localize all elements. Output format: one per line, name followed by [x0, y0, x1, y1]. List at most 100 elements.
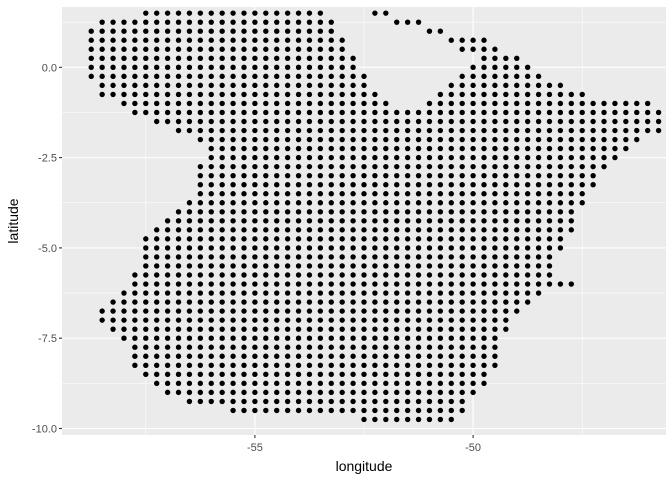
data-point	[579, 163, 585, 170]
data-point	[284, 407, 291, 414]
data-point	[219, 299, 225, 305]
data-point	[481, 127, 487, 134]
data-point	[317, 290, 324, 296]
data-point	[437, 28, 444, 34]
data-point	[503, 191, 509, 197]
data-point	[164, 362, 171, 368]
data-point	[274, 37, 280, 43]
data-point	[394, 371, 400, 378]
data-point	[361, 416, 367, 423]
data-point	[481, 272, 487, 278]
data-point	[415, 344, 422, 350]
data-point	[426, 245, 433, 251]
data-point	[546, 109, 553, 116]
data-point	[503, 100, 509, 107]
data-point	[274, 353, 280, 359]
data-point	[437, 263, 444, 269]
data-point	[415, 136, 422, 143]
data-point	[524, 191, 531, 197]
data-point	[524, 245, 531, 251]
data-point	[274, 218, 280, 224]
data-point	[154, 100, 160, 107]
data-point	[470, 109, 476, 116]
data-point	[252, 191, 258, 197]
data-point	[295, 335, 302, 341]
data-point	[459, 398, 465, 405]
data-point	[394, 353, 400, 359]
data-point	[655, 127, 662, 134]
data-point	[317, 281, 324, 287]
data-point	[524, 227, 531, 233]
data-point	[350, 64, 356, 71]
data-point	[514, 91, 520, 98]
data-point	[361, 407, 367, 414]
data-point	[524, 200, 531, 206]
data-point	[317, 37, 324, 43]
data-point	[284, 308, 291, 314]
data-point	[350, 55, 356, 61]
data-point	[568, 172, 574, 179]
data-point	[404, 118, 411, 125]
data-point	[274, 326, 280, 332]
data-point	[448, 263, 454, 269]
data-point	[284, 136, 291, 143]
data-point	[110, 73, 116, 80]
data-point	[284, 64, 291, 71]
data-point	[186, 37, 193, 43]
data-point	[459, 290, 465, 296]
data-point	[230, 55, 236, 61]
data-point	[208, 136, 214, 143]
data-point	[459, 118, 465, 125]
data-point	[459, 227, 465, 233]
data-point	[546, 91, 553, 98]
data-point	[492, 299, 498, 305]
data-point	[317, 118, 324, 125]
data-point	[208, 263, 214, 269]
data-point	[241, 28, 247, 34]
data-point	[175, 254, 182, 260]
data-point	[230, 82, 236, 89]
data-point	[284, 37, 291, 43]
data-point	[481, 73, 487, 80]
data-point	[186, 127, 193, 134]
data-point	[426, 362, 433, 368]
data-point	[143, 299, 149, 305]
data-point	[328, 82, 334, 89]
data-point	[154, 118, 160, 125]
data-point	[230, 19, 236, 25]
data-point	[470, 299, 476, 305]
data-point	[383, 127, 389, 134]
data-point	[350, 335, 356, 341]
data-point	[197, 245, 204, 251]
data-point	[154, 272, 160, 278]
data-point	[404, 317, 411, 323]
data-point	[143, 109, 149, 116]
data-point	[252, 326, 258, 332]
data-point	[208, 362, 214, 368]
data-point	[404, 290, 411, 296]
data-point	[339, 299, 345, 305]
data-point	[339, 380, 345, 387]
data-point	[361, 335, 367, 341]
data-point	[121, 326, 127, 332]
data-point	[503, 290, 509, 296]
data-point	[383, 290, 389, 296]
data-point	[252, 37, 258, 43]
data-point	[339, 344, 345, 350]
data-point	[372, 136, 378, 143]
data-point	[328, 73, 334, 80]
data-point	[328, 335, 334, 341]
data-point	[339, 182, 345, 188]
data-point	[317, 100, 324, 107]
data-point	[121, 290, 127, 296]
data-point	[317, 191, 324, 197]
data-point	[524, 154, 531, 161]
data-point	[383, 317, 389, 323]
data-point	[492, 46, 498, 52]
data-point	[219, 154, 225, 161]
data-point	[481, 100, 487, 107]
data-point	[230, 200, 236, 206]
data-point	[503, 182, 509, 188]
data-point	[121, 308, 127, 314]
data-point	[208, 308, 214, 314]
